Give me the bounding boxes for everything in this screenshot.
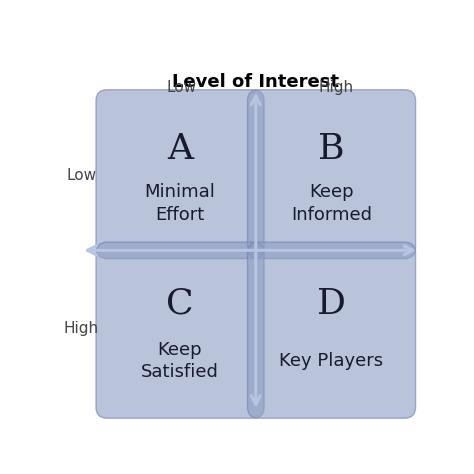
Text: B: B — [318, 132, 345, 166]
FancyBboxPatch shape — [247, 242, 416, 418]
Text: Minimal
Effort: Minimal Effort — [145, 183, 216, 224]
Text: Low: Low — [166, 80, 196, 95]
Text: Keep
Informed: Keep Informed — [291, 183, 372, 224]
Text: Keep
Satisfied: Keep Satisfied — [141, 340, 219, 382]
Text: C: C — [166, 287, 194, 321]
FancyBboxPatch shape — [96, 242, 264, 418]
Text: A: A — [167, 132, 193, 166]
Text: Low: Low — [66, 168, 96, 183]
Text: D: D — [317, 287, 346, 321]
Text: High: High — [64, 321, 99, 336]
FancyBboxPatch shape — [247, 90, 416, 258]
FancyBboxPatch shape — [96, 90, 264, 258]
Text: Key Players: Key Players — [280, 352, 383, 370]
Text: Level of Interest: Level of Interest — [172, 73, 339, 91]
Text: High: High — [318, 80, 353, 95]
